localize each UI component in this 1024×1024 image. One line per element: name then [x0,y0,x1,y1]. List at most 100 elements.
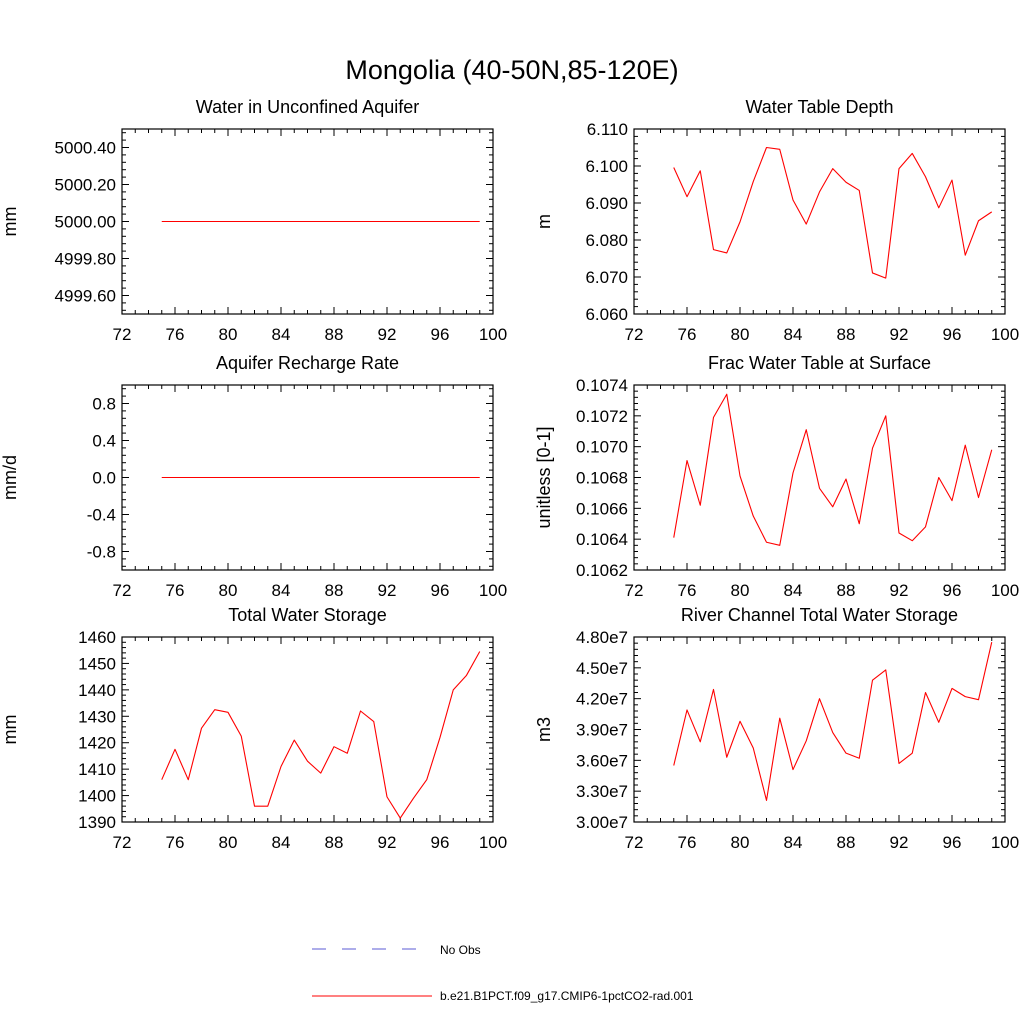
y-axis-label: mm [0,715,20,745]
y-tick-label: 4.80e7 [576,628,628,647]
y-tick-label: 6.100 [585,157,628,176]
y-tick-label: 0.8 [92,395,116,414]
x-tick-label: 84 [784,325,803,344]
x-tick-label: 88 [325,325,344,344]
chart-panel-1: Water Table Depth 72 76 80 84 88 92 96 100 6.060 6… [534,97,1019,344]
panel-title: Water in Unconfined Aquifer [196,97,419,117]
x-tick-label: 100 [479,581,507,600]
x-tick-label: 88 [837,325,856,344]
y-tick-label: 5000.40 [55,139,116,158]
y-tick-label: 6.080 [585,231,628,250]
x-tick-label: 92 [378,581,397,600]
x-tick-label: 72 [625,581,644,600]
y-tick-label: 4.20e7 [576,690,628,709]
y-tick-label: 5000.00 [55,213,116,232]
x-tick-label: 88 [837,581,856,600]
y-axis-label: unitless [0-1] [534,426,554,528]
x-tick-label: 72 [113,325,132,344]
y-tick-label: 0.1068 [576,469,628,488]
y-tick-label: 1420 [78,734,116,753]
x-tick-label: 84 [272,581,291,600]
x-tick-label: 72 [625,325,644,344]
series-line-0 [673,642,993,801]
x-tick-label: 76 [678,325,697,344]
x-tick-label: 92 [378,833,397,852]
series-line-0 [161,651,481,819]
x-tick-label: 80 [219,325,238,344]
y-axis-label: mm [0,207,20,237]
x-tick-label: 76 [166,325,185,344]
y-tick-label: -0.4 [87,506,116,525]
x-tick-label: 80 [219,833,238,852]
x-tick-label: 80 [219,581,238,600]
x-tick-label: 92 [890,833,909,852]
x-tick-label: 76 [166,833,185,852]
x-tick-label: 88 [325,833,344,852]
legend-model-label: b.e21.B1PCT.f09_g17.CMIP6-1pctCO2-rad.00… [440,989,694,1003]
y-tick-label: 0.1066 [576,499,628,518]
x-tick-label: 84 [784,581,803,600]
panel-title: Aquifer Recharge Rate [216,353,399,373]
y-tick-label: 3.00e7 [576,813,628,832]
figure-title: Mongolia (40-50N,85-120E) [345,55,678,85]
chart-panel-4: Total Water Storage 72 76 80 84 88 92 96 100 1390… [0,605,507,852]
x-tick-label: 100 [479,833,507,852]
y-tick-label: 6.060 [585,305,628,324]
x-tick-label: 100 [991,833,1019,852]
series-line-0 [673,146,993,279]
x-tick-label: 96 [943,833,962,852]
y-tick-label: 0.1064 [576,530,628,549]
x-tick-label: 80 [731,833,750,852]
x-tick-label: 80 [731,581,750,600]
y-tick-label: 3.60e7 [576,751,628,770]
x-tick-label: 80 [731,325,750,344]
y-tick-label: 1410 [78,760,116,779]
x-tick-label: 92 [378,325,397,344]
x-tick-label: 88 [325,581,344,600]
x-tick-label: 92 [890,581,909,600]
y-tick-label: 1400 [78,787,116,806]
x-tick-label: 96 [431,581,450,600]
x-tick-label: 100 [991,325,1019,344]
y-tick-label: 1440 [78,681,116,700]
x-tick-label: 84 [784,833,803,852]
chart-panel-2: Aquifer Recharge Rate 72 76 80 84 88 92 96 100 -0… [0,353,507,600]
legend-no-obs-label: No Obs [440,943,481,957]
legend: No Obs b.e21.B1PCT.f09_g17.CMIP6-1pctCO2… [312,943,694,1003]
y-tick-label: 3.30e7 [576,782,628,801]
x-tick-label: 72 [113,581,132,600]
y-axis-label: mm/d [0,455,20,500]
y-tick-label: 6.090 [585,194,628,213]
x-tick-label: 96 [431,833,450,852]
y-tick-label: 0.4 [92,432,116,451]
y-tick-label: 0.1070 [576,438,628,457]
x-tick-label: 96 [431,325,450,344]
y-tick-label: 4999.60 [55,287,116,306]
x-tick-label: 76 [678,581,697,600]
y-tick-label: 0.0 [92,469,116,488]
y-tick-label: 6.110 [587,120,628,139]
y-tick-label: 0.1072 [576,407,628,426]
y-tick-label: 0.1074 [576,376,628,395]
panel-title: Frac Water Table at Surface [708,353,931,373]
x-tick-label: 84 [272,325,291,344]
y-tick-label: -0.8 [87,543,116,562]
x-tick-label: 96 [943,581,962,600]
x-tick-label: 72 [625,833,644,852]
panel-title: River Channel Total Water Storage [681,605,958,625]
x-tick-label: 72 [113,833,132,852]
x-tick-label: 76 [166,581,185,600]
y-tick-label: 3.90e7 [576,721,628,740]
y-tick-label: 6.070 [585,268,628,287]
x-tick-label: 100 [991,581,1019,600]
x-tick-label: 100 [479,325,507,344]
x-tick-label: 96 [943,325,962,344]
y-tick-label: 1450 [78,654,116,673]
panels-group: Water in Unconfined Aquifer 72 76 80 84 88 92 9… [0,97,1019,852]
x-tick-label: 88 [837,833,856,852]
chart-panel-5: River Channel Total Water Storage 72 76 80 8… [534,605,1019,852]
chart-panel-0: Water in Unconfined Aquifer 72 76 80 84 88 92 9… [0,97,507,344]
y-tick-label: 4.50e7 [576,659,628,678]
